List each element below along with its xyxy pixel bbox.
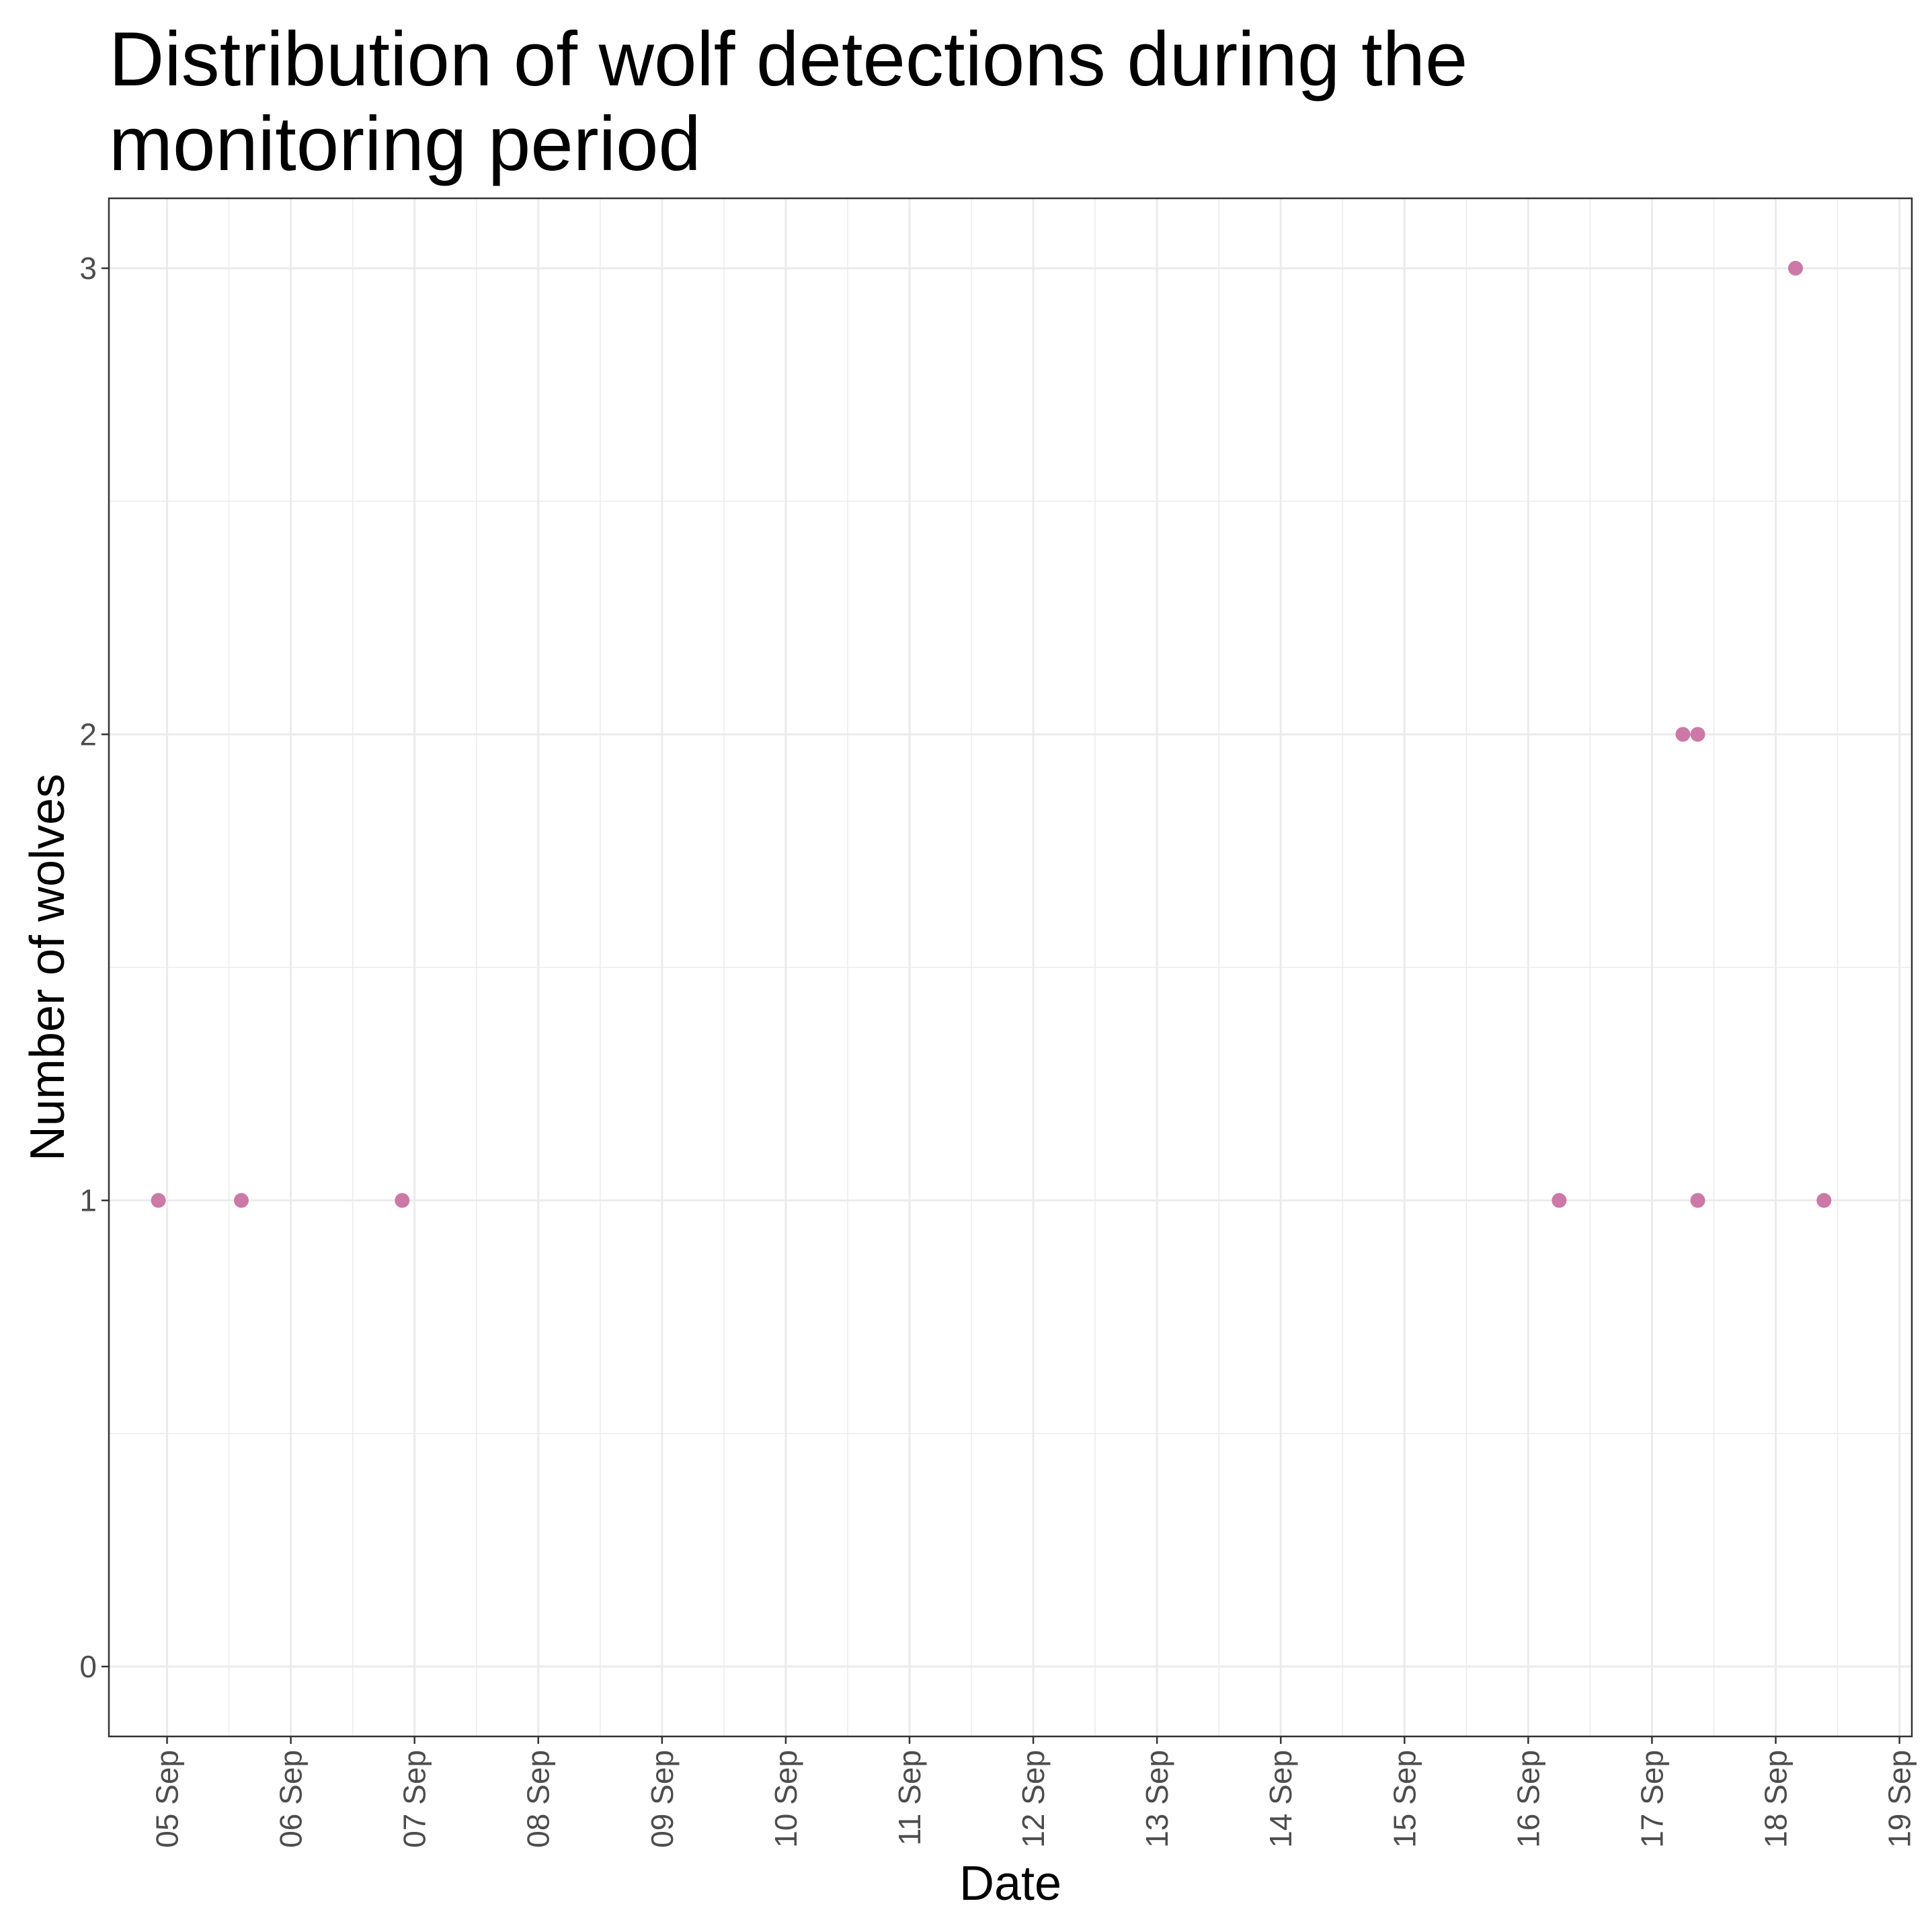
x-tick-label: 15 Sep (1387, 1750, 1422, 1848)
x-axis: 05 Sep 06 Sep 07 Sep 08 Sep 09 Sep 10 Sep 11 S… (150, 1736, 1917, 1848)
data-point (1690, 727, 1705, 742)
data-point (233, 1193, 249, 1208)
x-tick-label: 09 Sep (645, 1750, 680, 1848)
x-axis-title: Date (959, 1857, 1061, 1911)
y-tick-label: 0 (79, 1649, 97, 1684)
y-axis-title: Number of wolves (21, 774, 75, 1161)
data-point (1552, 1193, 1567, 1208)
y-tick-label: 3 (79, 251, 97, 286)
data-point (1787, 261, 1803, 276)
data-points (151, 261, 1832, 1208)
x-tick-label: 11 Sep (892, 1750, 927, 1845)
x-tick-label: 08 Sep (521, 1750, 556, 1848)
y-axis: 0 1 2 3 (79, 251, 109, 1684)
x-tick-label: 05 Sep (150, 1750, 185, 1848)
data-point (395, 1193, 410, 1208)
y-tick-label: 2 (79, 717, 97, 752)
x-tick-label: 18 Sep (1759, 1750, 1794, 1848)
data-point (1816, 1193, 1832, 1208)
x-tick-label: 07 Sep (397, 1750, 432, 1848)
data-point (1675, 727, 1691, 742)
y-tick-label: 1 (79, 1183, 97, 1218)
chart-title-line-1: Distribution of wolf detections during t… (109, 17, 1468, 102)
chart-title: Distribution of wolf detections during t… (109, 17, 1789, 187)
data-point (151, 1193, 166, 1208)
plot-border (108, 197, 1913, 1738)
data-point (1690, 1193, 1705, 1208)
major-gridlines (109, 198, 1912, 1736)
x-tick-label: 14 Sep (1263, 1750, 1298, 1848)
x-tick-label: 10 Sep (768, 1750, 803, 1848)
x-tick-label: 13 Sep (1139, 1750, 1174, 1848)
x-tick-label: 16 Sep (1511, 1750, 1545, 1848)
x-tick-label: 17 Sep (1634, 1750, 1669, 1848)
x-tick-label: 06 Sep (274, 1750, 309, 1848)
chart-title-line-2: monitoring period (109, 102, 701, 187)
x-tick-label: 19 Sep (1882, 1750, 1917, 1848)
x-tick-label: 12 Sep (1016, 1750, 1051, 1848)
minor-gridlines (109, 198, 1912, 1736)
